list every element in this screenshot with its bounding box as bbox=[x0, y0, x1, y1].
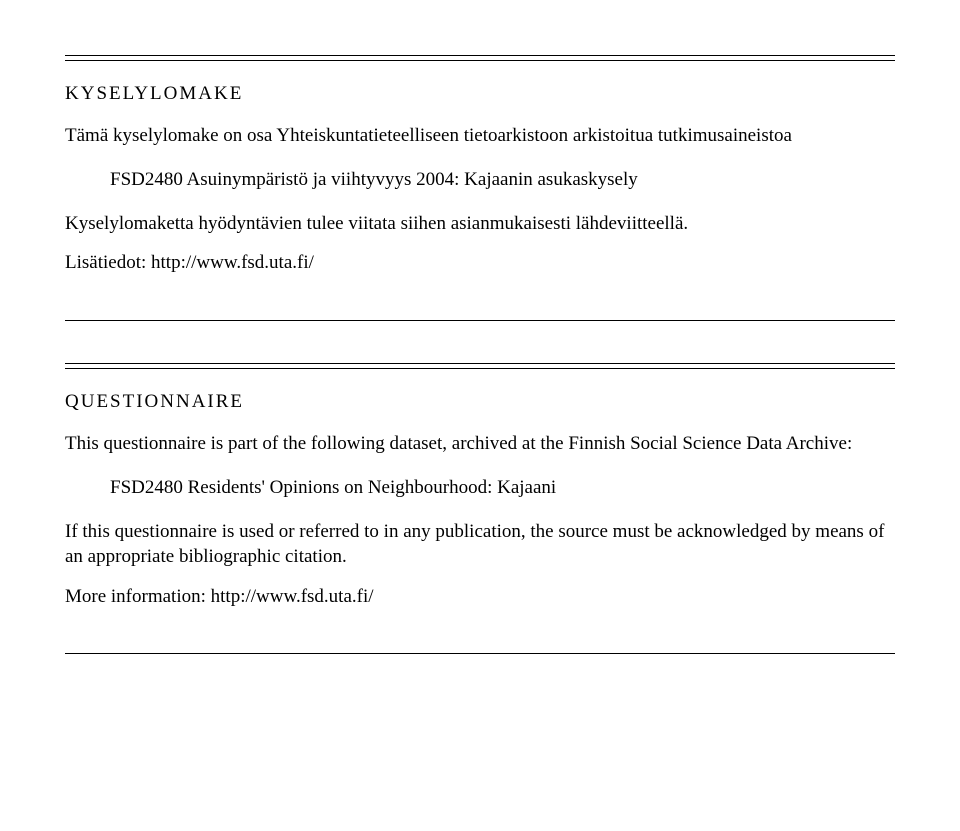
mid-rule-2b bbox=[65, 368, 895, 369]
section1-more-info: Lisätiedot: http://www.fsd.uta.fi/ bbox=[65, 250, 895, 276]
top-rule-2 bbox=[65, 60, 895, 61]
section1-dataset: FSD2480 Asuinympäristö ja viihtyvyys 200… bbox=[110, 169, 895, 191]
section2-more-info: More information: http://www.fsd.uta.fi/ bbox=[65, 584, 895, 610]
bottom-rule bbox=[65, 653, 895, 654]
section2-title: QUESTIONNAIRE bbox=[65, 391, 895, 413]
section2-dataset: FSD2480 Residents' Opinions on Neighbour… bbox=[110, 477, 895, 499]
section1-citation: Kyselylomaketta hyödyntävien tulee viita… bbox=[65, 211, 895, 237]
section2-intro: This questionnaire is part of the follow… bbox=[65, 431, 895, 457]
section1-intro: Tämä kyselylomake on osa Yhteiskuntatiet… bbox=[65, 123, 895, 149]
section2-citation: If this questionnaire is used or referre… bbox=[65, 519, 895, 570]
section1-title: KYSELYLOMAKE bbox=[65, 83, 895, 105]
